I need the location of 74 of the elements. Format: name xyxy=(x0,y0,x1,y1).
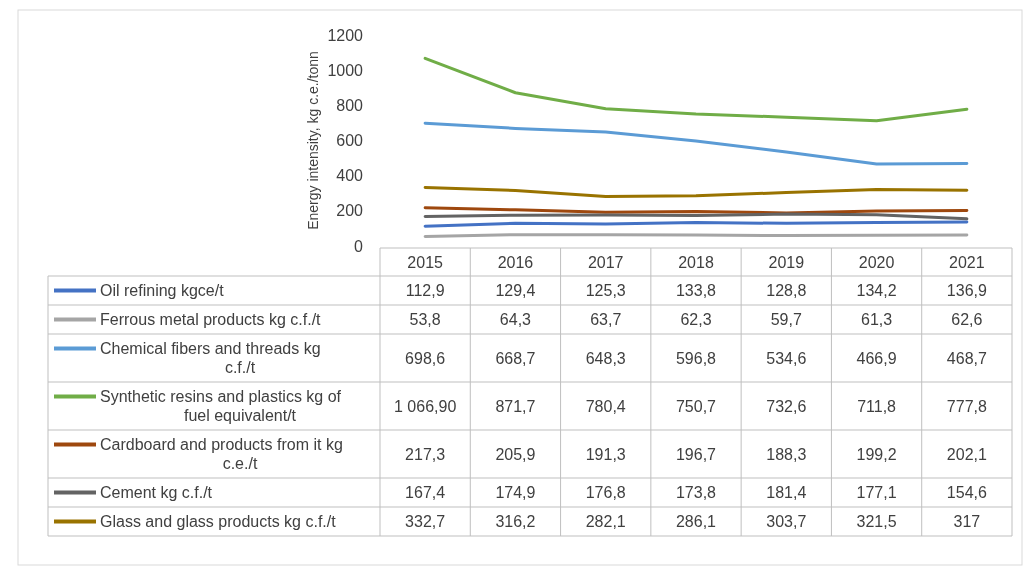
y-tick-label: 1000 xyxy=(327,61,364,79)
data-label: 133,8 xyxy=(675,282,717,300)
legend-label: Oil refining kgce/t xyxy=(100,282,225,300)
data-label: 202,1 xyxy=(946,445,987,463)
data-label: 711,8 xyxy=(857,397,897,415)
data-label: 176,8 xyxy=(585,484,626,502)
data-label: 188,3 xyxy=(766,445,807,463)
data-label: 732,6 xyxy=(766,397,807,415)
legend-label: Chemical fibers and threads kg c.f./t xyxy=(100,340,321,377)
data-label: 668,7 xyxy=(495,349,536,367)
data-label: 125,3 xyxy=(585,282,626,300)
data-label: 136,9 xyxy=(946,282,987,300)
y-tick-label: 0 xyxy=(354,237,364,255)
y-tick-label: 400 xyxy=(336,167,364,185)
y-tick-label: 200 xyxy=(336,202,364,220)
data-label: 205,9 xyxy=(495,445,536,463)
x-tick-label: 2015 xyxy=(407,253,444,271)
x-tick-label: 2020 xyxy=(858,253,895,271)
data-label: 167,4 xyxy=(405,484,446,502)
data-label: 217,3 xyxy=(405,445,446,463)
x-tick-label: 2016 xyxy=(497,253,534,271)
data-label: 53,8 xyxy=(409,311,441,329)
data-label: 64,3 xyxy=(499,311,532,329)
data-label: 698,6 xyxy=(405,349,446,367)
data-label: 648,3 xyxy=(585,349,626,367)
data-label: 1 066,90 xyxy=(394,397,457,415)
x-tick-label: 2021 xyxy=(949,253,985,271)
data-label: 303,7 xyxy=(766,513,807,531)
data-label: 750,7 xyxy=(675,397,717,415)
legend-label: Synthetic resins and plastics kg of fuel equivalent/t xyxy=(100,388,342,425)
data-label: 282,1 xyxy=(585,513,626,531)
data-label: 129,4 xyxy=(495,282,536,300)
data-label: 62,3 xyxy=(680,311,712,329)
y-tick-label: 1200 xyxy=(327,26,364,44)
legend-label: Glass and glass products kg c.f./t xyxy=(100,513,337,531)
data-label: 317 xyxy=(953,513,981,531)
data-label: 174,9 xyxy=(495,484,536,502)
data-label: 286,1 xyxy=(675,513,717,531)
legend-label: Cardboard and products from it kg c.e./t xyxy=(100,436,343,473)
data-label: 63,7 xyxy=(590,311,622,329)
data-label: 321,5 xyxy=(856,513,897,531)
legend-label: Ferrous metal products kg c.f./t xyxy=(100,311,322,329)
data-label: 596,8 xyxy=(675,349,717,367)
line-series xyxy=(423,56,969,123)
data-label: 332,7 xyxy=(405,513,446,531)
x-tick-label: 2017 xyxy=(587,253,624,271)
data-label: 466,9 xyxy=(856,349,897,367)
y-tick-label: 600 xyxy=(336,132,364,150)
line-series xyxy=(423,186,969,198)
legend-label: Cement kg c.f./t xyxy=(100,484,213,502)
data-label: 196,7 xyxy=(675,445,717,463)
data-label: 777,8 xyxy=(946,397,987,415)
data-label: 177,1 xyxy=(856,484,897,502)
data-label: 173,8 xyxy=(675,484,717,502)
data-label: 534,6 xyxy=(766,349,807,367)
data-label: 871,7 xyxy=(495,397,536,415)
data-label: 154,6 xyxy=(946,484,987,502)
y-tick-label: 800 xyxy=(336,96,364,114)
data-label: 134,2 xyxy=(856,282,897,300)
data-label: 61,3 xyxy=(861,311,893,329)
data-label: 316,2 xyxy=(495,513,536,531)
data-label: 62,6 xyxy=(951,311,983,329)
line-series xyxy=(423,121,969,166)
y-axis-title: Energy intensity, kg c.e./tonn xyxy=(305,51,321,230)
data-label: 468,7 xyxy=(946,349,987,367)
data-label: 128,8 xyxy=(766,282,807,300)
data-label: 181,4 xyxy=(766,484,807,502)
data-label: 59,7 xyxy=(770,311,802,329)
data-label: 780,4 xyxy=(585,397,626,415)
data-label: 199,2 xyxy=(856,445,897,463)
x-tick-label: 2018 xyxy=(678,253,714,271)
data-label: 191,3 xyxy=(585,445,626,463)
data-label: 112,9 xyxy=(405,282,445,300)
x-tick-label: 2019 xyxy=(768,253,805,271)
